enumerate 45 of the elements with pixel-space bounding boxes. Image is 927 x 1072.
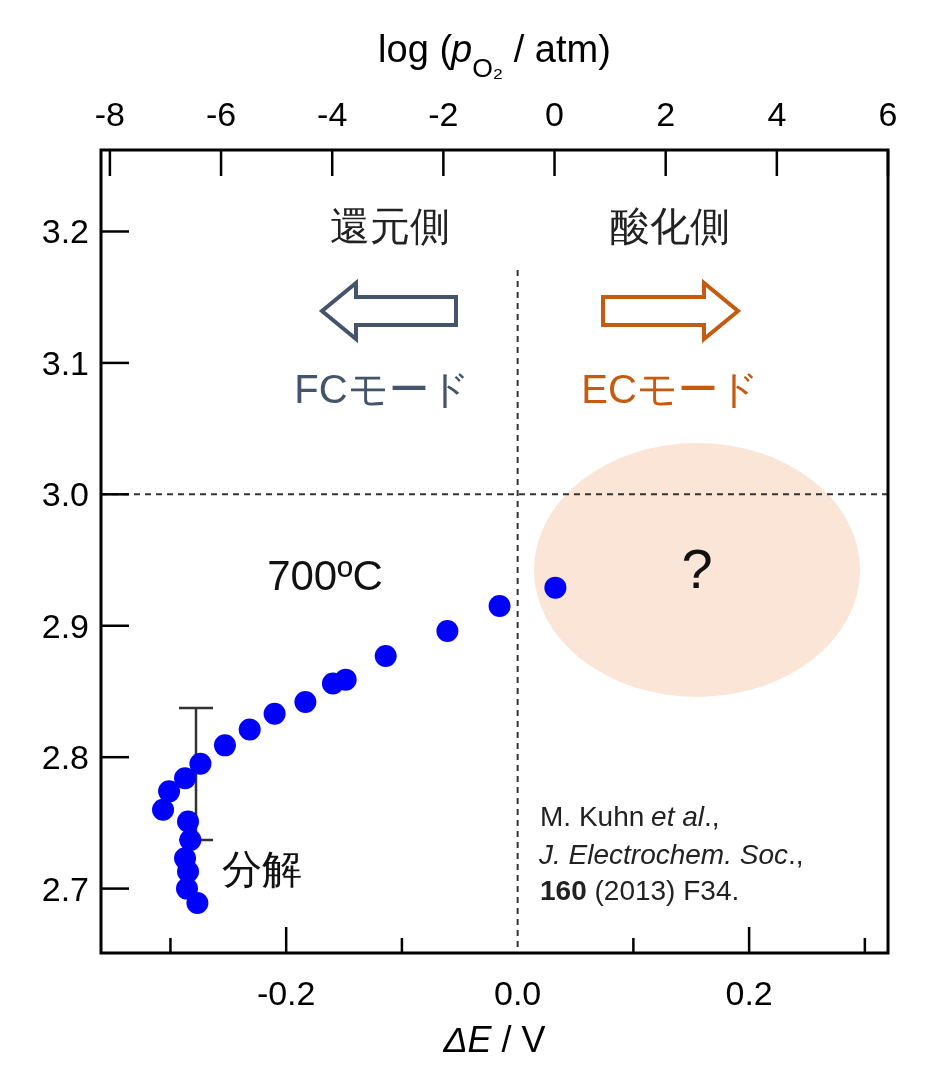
point	[263, 702, 286, 725]
y-tick-label: 2.7	[41, 869, 89, 908]
y-tick-label: 3.1	[41, 343, 89, 382]
point	[321, 672, 344, 695]
y-tick-label: 2.8	[41, 738, 89, 777]
annotation: J. Electrochem. Soc.,	[538, 839, 804, 870]
x2-tick-label: 2	[656, 95, 676, 133]
point	[374, 644, 397, 667]
point	[152, 798, 175, 821]
point	[189, 752, 212, 775]
x2-tick-label: -6	[205, 95, 237, 133]
annotation: 700ºC	[267, 552, 383, 599]
point	[179, 828, 202, 851]
y-tick-label: 3.2	[41, 212, 89, 251]
annotation: 還元側	[330, 204, 450, 248]
point	[177, 810, 200, 833]
xlabel: ΔE / V	[442, 1018, 547, 1062]
point	[544, 576, 567, 599]
x2-tick-label: -2	[428, 95, 459, 133]
point	[488, 595, 511, 618]
x-tick-label: 0.2	[725, 974, 773, 1012]
x2-axis-title: log (p$_{O₂}$ / atm)	[378, 28, 611, 83]
x-tick-label: -0.2	[256, 974, 316, 1012]
annotation: M. Kuhn et al.,	[540, 801, 720, 832]
x2-tick-label: -4	[317, 95, 348, 133]
point	[238, 718, 261, 741]
point	[174, 767, 197, 790]
annotation: 160 (2013) F34.	[540, 875, 740, 906]
point	[294, 690, 317, 713]
y-tick-label: 2.9	[41, 606, 89, 645]
x2-tick-label: -8	[94, 95, 126, 133]
annotation: ?	[681, 537, 713, 600]
point	[186, 892, 209, 915]
x2-tick-label: 6	[878, 95, 898, 133]
point	[158, 780, 181, 803]
annotation: ECモード	[581, 367, 759, 411]
x2-tick-label: 4	[767, 95, 787, 133]
point	[436, 620, 459, 643]
annotation: FCモード	[294, 367, 470, 411]
x-tick-label: 0.0	[494, 974, 542, 1012]
annotation: 分解	[222, 847, 302, 891]
y-tick-label: 3.0	[41, 475, 89, 514]
annotation: 酸化側	[610, 204, 730, 248]
point	[213, 734, 236, 757]
x2-tick-label: 0	[545, 95, 564, 133]
